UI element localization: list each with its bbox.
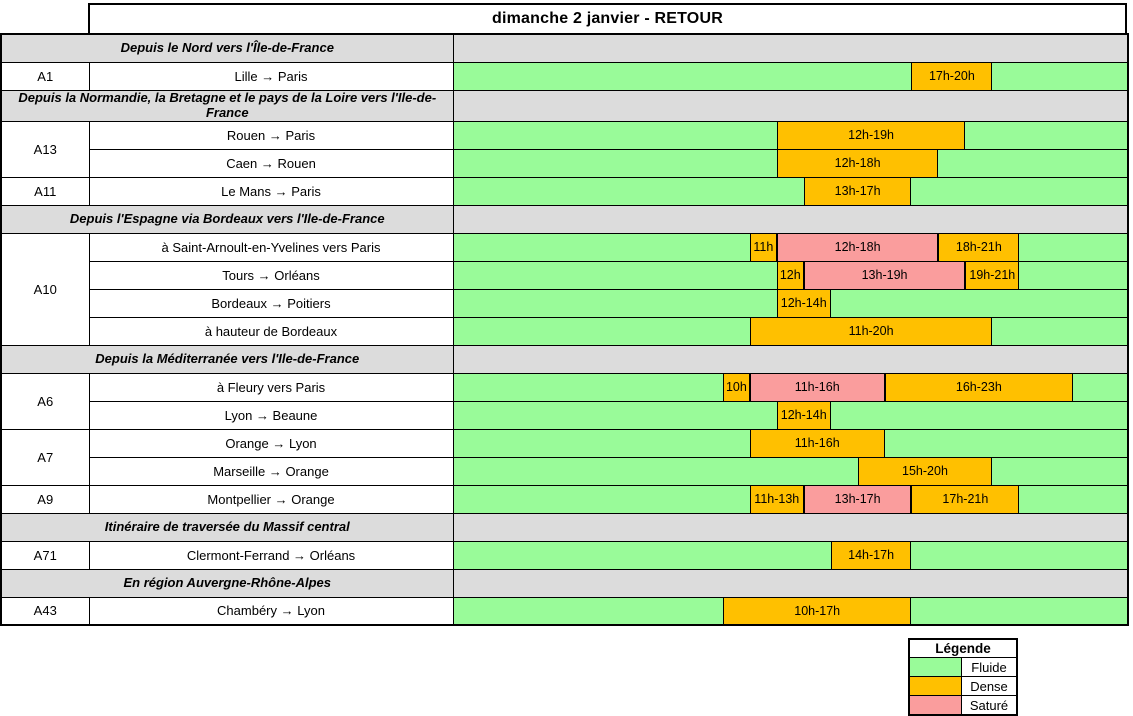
road-code: A6 xyxy=(0,372,90,430)
section-header: En région Auvergne-Rhône-Alpes xyxy=(0,568,454,598)
traffic-segment-dense: 11h-13h xyxy=(749,486,804,512)
legend-row: Saturé xyxy=(910,696,1016,714)
legend-items: Fluide Dense Saturé xyxy=(910,658,1016,714)
route-label: Montpellier → Orange xyxy=(88,484,454,514)
page-title: dimanche 2 janvier - RETOUR xyxy=(492,10,723,27)
timeline-cell: 12h-14h xyxy=(452,288,1129,318)
legend-label: Saturé xyxy=(969,697,1009,713)
legend-title: Légende xyxy=(910,640,1016,658)
section-header: Depuis la Normandie, la Bretagne et le p… xyxy=(0,89,454,122)
traffic-segment-dense: 12h-19h xyxy=(776,122,966,148)
road-code: A10 xyxy=(0,232,90,346)
traffic-segment-sature: 12h-18h xyxy=(776,234,939,260)
timeline-cell: 11h-16h xyxy=(452,428,1129,458)
timeline-cell: 12h 13h-19h 19h-21h xyxy=(452,260,1129,290)
traffic-segment-dense: 12h-14h xyxy=(776,402,831,428)
timeline-cell: 12h-18h xyxy=(452,148,1129,178)
traffic-segment-sature: 11h-16h xyxy=(749,374,885,400)
traffic-segment-dense: 12h-14h xyxy=(776,290,831,316)
traffic-segment-dense: 11h-20h xyxy=(749,318,993,344)
traffic-segment-sature: 13h-19h xyxy=(803,262,966,288)
timeline-cell: 10h-17h xyxy=(452,596,1129,626)
timeline-cell: 11h 12h-18h 18h-21h xyxy=(452,232,1129,262)
timeline-cell: 12h-14h xyxy=(452,400,1129,430)
traffic-segment-dense: 16h-23h xyxy=(884,374,1074,400)
section-header: Depuis la Méditerranée vers l'Ile-de-Fra… xyxy=(0,344,454,374)
road-code: A11 xyxy=(0,176,90,206)
timeline-cell: 10h 11h-16h 16h-23h xyxy=(452,372,1129,402)
timeline-cell: 11h-13h 13h-17h 17h-21h xyxy=(452,484,1129,514)
road-code: A71 xyxy=(0,540,90,570)
route-label: Marseille → Orange xyxy=(88,456,454,486)
section-header: Depuis l'Espagne via Bordeaux vers l'Ile… xyxy=(0,204,454,234)
timeline-cell: 11h-20h xyxy=(452,316,1129,346)
traffic-segment-dense: 10h xyxy=(722,374,750,400)
timeline-cell: 12h-19h xyxy=(452,120,1129,150)
section-header-timeline-area xyxy=(452,568,1129,598)
legend-label: Fluide xyxy=(971,659,1007,675)
section-header-timeline-area xyxy=(452,89,1129,122)
legend-label: Dense xyxy=(970,678,1008,694)
section-header-timeline-area xyxy=(452,33,1129,63)
timeline-cell: 17h-20h xyxy=(452,61,1129,91)
traffic-segment-dense: 10h-17h xyxy=(722,598,912,624)
route-label: Lyon → Beaune xyxy=(88,400,454,430)
traffic-segment-dense: 12h-18h xyxy=(776,150,939,176)
route-label: à Saint-Arnoult-en-Yvelines vers Paris xyxy=(88,232,454,262)
traffic-segment-dense: 17h-20h xyxy=(911,63,993,89)
traffic-segment-sature: 13h-17h xyxy=(803,486,912,512)
route-label: Bordeaux → Poitiers xyxy=(88,288,454,318)
timeline-cell: 13h-17h xyxy=(452,176,1129,206)
traffic-segment-dense: 13h-17h xyxy=(803,178,912,204)
route-label: Rouen → Paris xyxy=(88,120,454,150)
legend-row: Dense xyxy=(910,677,1016,696)
route-label: Orange → Lyon xyxy=(88,428,454,458)
route-label: Chambéry → Lyon xyxy=(88,596,454,626)
traffic-segment-dense: 19h-21h xyxy=(965,262,1020,288)
route-label: à hauteur de Bordeaux xyxy=(88,316,454,346)
road-code: A13 xyxy=(0,120,90,178)
route-label: Tours → Orléans xyxy=(88,260,454,290)
traffic-table: Depuis le Nord vers l'Île-de-France A1 Lil… xyxy=(0,33,1130,626)
timeline-cell: 15h-20h xyxy=(452,456,1129,486)
section-header-timeline-area xyxy=(452,344,1129,374)
traffic-segment-dense: 14h-17h xyxy=(830,542,912,568)
traffic-segment-dense: 11h xyxy=(749,234,777,260)
section-header: Itinéraire de traversée du Massif centra… xyxy=(0,512,454,542)
road-code: A7 xyxy=(0,428,90,486)
route-label: Clermont-Ferrand → Orléans xyxy=(88,540,454,570)
legend-swatch-sature xyxy=(910,696,962,714)
timeline-cell: 14h-17h xyxy=(452,540,1129,570)
road-code: A43 xyxy=(0,596,90,626)
route-label: à Fleury vers Paris xyxy=(88,372,454,402)
section-header-timeline-area xyxy=(452,204,1129,234)
legend: Légende Fluide Dense Saturé xyxy=(908,638,1018,716)
traffic-segment-dense: 17h-21h xyxy=(911,486,1020,512)
traffic-segment-dense: 18h-21h xyxy=(938,234,1020,260)
section-header: Depuis le Nord vers l'Île-de-France xyxy=(0,33,454,63)
road-code: A1 xyxy=(0,61,90,91)
traffic-segment-dense: 12h xyxy=(776,262,804,288)
route-label: Le Mans → Paris xyxy=(88,176,454,206)
section-header-timeline-area xyxy=(452,512,1129,542)
route-label: Lille → Paris xyxy=(88,61,454,91)
traffic-segment-dense: 11h-16h xyxy=(749,430,885,456)
legend-swatch-dense xyxy=(910,677,962,695)
title-bar: dimanche 2 janvier - RETOUR xyxy=(88,3,1127,33)
traffic-segment-dense: 15h-20h xyxy=(857,458,993,484)
legend-row: Fluide xyxy=(910,658,1016,677)
traffic-table-body: Depuis le Nord vers l'Île-de-France A1 Lil… xyxy=(0,33,1129,626)
route-label: Caen → Rouen xyxy=(88,148,454,178)
legend-swatch-fluide xyxy=(910,658,962,676)
road-code: A9 xyxy=(0,484,90,514)
